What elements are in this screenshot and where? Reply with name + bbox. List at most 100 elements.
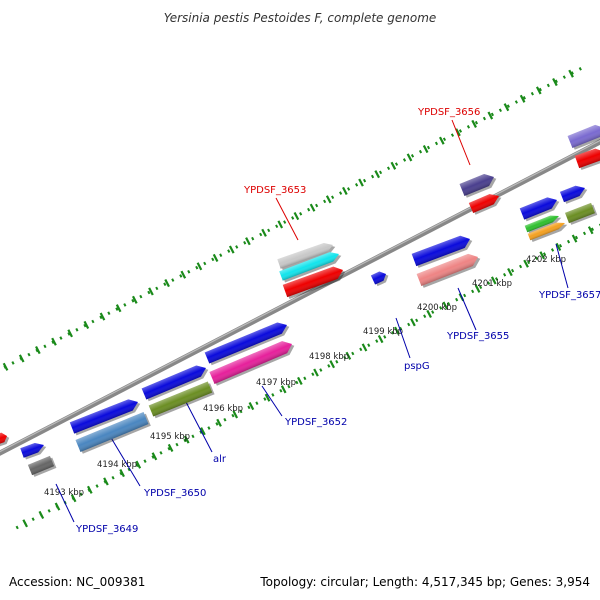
feature-ypdsf-3655[interactable] xyxy=(416,250,483,288)
feature-green-3657[interactable] xyxy=(524,212,563,235)
feature-shading xyxy=(20,443,45,458)
feature-ypdsf-3656[interactable] xyxy=(459,170,499,198)
feature-shading xyxy=(282,266,343,298)
feature-ypdsf-3652[interactable] xyxy=(209,337,296,386)
guide-tick xyxy=(103,477,109,486)
feature-grey-3653[interactable] xyxy=(277,240,337,271)
feature-shading xyxy=(416,253,479,287)
guide-tick xyxy=(180,270,187,279)
guide-tick xyxy=(539,251,546,260)
guide-tick xyxy=(51,337,57,346)
guide-tick xyxy=(148,287,154,296)
feature-blue-4202[interactable] xyxy=(519,194,562,222)
gene-label-ypdsf-3650[interactable]: YPDSF_3650 xyxy=(143,488,206,499)
kbp-tick-label: 4193 kbp xyxy=(44,488,84,498)
dotted-guides xyxy=(0,65,600,530)
guide-tick xyxy=(309,203,316,212)
guide-tick xyxy=(2,362,9,371)
feature-blue-right[interactable] xyxy=(559,182,589,204)
guide-tick xyxy=(131,295,138,304)
kbp-tick-label: 4194 kbp xyxy=(97,460,137,470)
guide-tick xyxy=(196,262,203,271)
gene-label-ypdsf-3652[interactable]: YPDSF_3652 xyxy=(284,417,347,428)
feature-red-3656[interactable] xyxy=(468,190,504,215)
backbone-line xyxy=(0,139,600,456)
guide-tick xyxy=(507,267,513,277)
feature-shading xyxy=(527,222,565,241)
guide-tick xyxy=(22,519,28,528)
guide-tick xyxy=(345,351,352,360)
feature-olive-right[interactable] xyxy=(565,202,598,225)
feature-shading xyxy=(411,235,470,267)
kbp-tick-label: 4202 kbp xyxy=(526,255,566,265)
guide-tick xyxy=(167,443,174,452)
feature-pspg[interactable] xyxy=(370,269,391,287)
feature-blue-4200[interactable] xyxy=(411,232,475,268)
leader-line xyxy=(55,483,75,523)
guide-tick xyxy=(313,368,319,377)
guide-tick xyxy=(115,304,122,313)
guide-tick xyxy=(523,259,529,268)
feature-red-3653[interactable] xyxy=(282,263,348,299)
guide-tick xyxy=(119,468,125,478)
genome-backbone xyxy=(0,139,600,456)
feature-orange-3657[interactable] xyxy=(527,219,569,243)
gene-label-ypdsf-3655[interactable]: YPDSF_3655 xyxy=(446,331,509,342)
guide-tick xyxy=(394,326,400,335)
guide-tick xyxy=(228,245,235,254)
guide-tick xyxy=(264,393,271,402)
feature-shading xyxy=(0,432,8,445)
guide-tick xyxy=(422,144,429,154)
guide-tick xyxy=(248,401,255,411)
feature-shading xyxy=(574,148,600,169)
feature-shading xyxy=(148,381,213,417)
guide-tick xyxy=(406,153,413,162)
guide-tick xyxy=(38,510,45,519)
feature-shading xyxy=(459,173,494,197)
feature-alr-upstream[interactable] xyxy=(69,396,143,436)
guide-tick xyxy=(552,77,558,87)
guide-tick xyxy=(490,276,497,285)
feature-ypdsf-3650[interactable] xyxy=(75,411,151,454)
feature-shading xyxy=(204,322,287,364)
guide-tick xyxy=(503,103,510,112)
leader-line xyxy=(451,119,471,166)
gene-label-ypdsf-3657[interactable]: YPDSF_3657 xyxy=(538,290,600,301)
kbp-tick-label: 4196 kbp xyxy=(203,404,243,414)
guide-tick xyxy=(67,329,73,338)
feature-blue-4197[interactable] xyxy=(204,319,292,366)
feature-shading xyxy=(567,124,600,149)
feature-ypdsf-3653[interactable] xyxy=(279,249,343,283)
guide-tick xyxy=(297,376,303,385)
leader-line xyxy=(555,243,569,289)
feature-lavender-right[interactable] xyxy=(567,121,600,150)
feature-left-edge-red[interactable] xyxy=(0,431,11,447)
gene-label-ypdsf-3656[interactable]: YPDSF_3656 xyxy=(417,107,480,118)
feature-grey-box[interactable] xyxy=(27,455,57,477)
topology-text: Topology: circular; Length: 4,517,345 bp… xyxy=(259,575,590,589)
guide-tick xyxy=(232,410,239,419)
guide-tick xyxy=(442,301,449,310)
guide-tick xyxy=(70,494,77,503)
kbp-tick-label: 4197 kbp xyxy=(256,378,296,388)
guide-tick xyxy=(212,253,219,262)
feature-blue-4196[interactable] xyxy=(141,362,211,402)
guide-tick xyxy=(487,111,494,120)
guide-tick xyxy=(135,460,142,469)
leader-line xyxy=(457,287,477,331)
guide-tick xyxy=(261,228,267,237)
feature-red-right[interactable] xyxy=(574,145,600,170)
guide-tick xyxy=(18,354,25,363)
gene-label-alr[interactable]: alr xyxy=(213,454,227,465)
gene-label-ypdsf-3653[interactable]: YPDSF_3653 xyxy=(243,185,306,196)
guide-tick xyxy=(439,136,445,145)
gene-label-ypdsf-3649[interactable]: YPDSF_3649 xyxy=(75,524,138,535)
kbp-ticks: 4193 kbp 4194 kbp 4195 kbp 4196 kbp 4197 kbp… xyxy=(44,255,566,498)
guide-tick xyxy=(183,435,190,444)
gene-label-pspg[interactable]: pspG xyxy=(404,361,430,372)
feature-ypdsf-3649[interactable] xyxy=(20,440,48,460)
kbp-tick-label: 4201 kbp xyxy=(472,279,512,289)
feature-alr[interactable] xyxy=(148,381,215,419)
guide-tick xyxy=(342,186,348,195)
